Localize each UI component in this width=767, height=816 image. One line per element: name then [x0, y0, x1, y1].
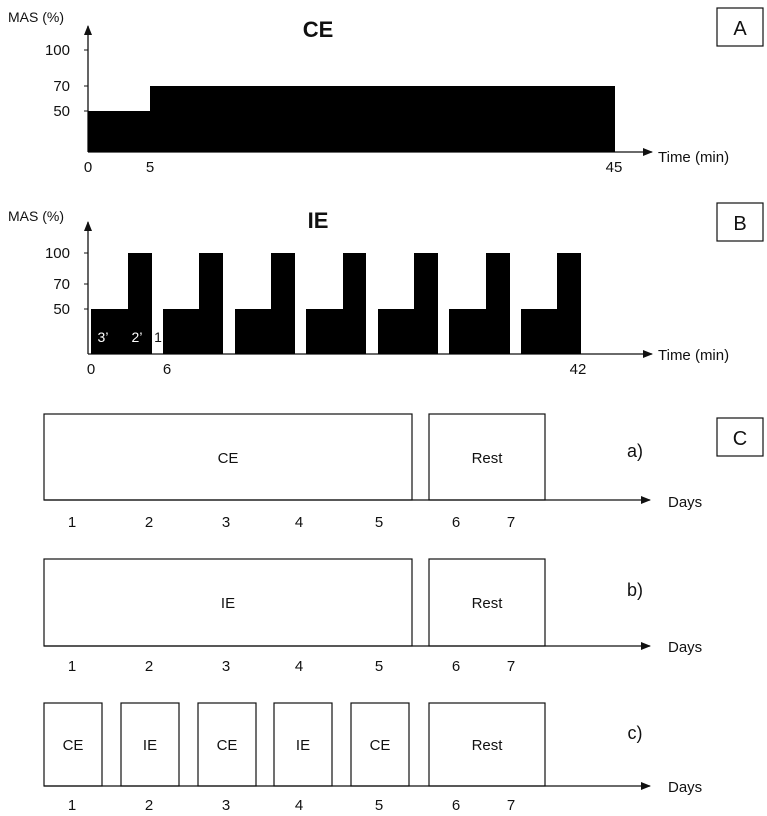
day-label: 5 — [375, 514, 383, 531]
schedule-a: CE Rest Days a) 1 2 3 4 5 6 7 — [43, 413, 702, 531]
day-label: 7 — [507, 514, 515, 531]
panel-b-y-tick-label: 100 — [45, 245, 70, 262]
panel-a-x-tick-label: 0 — [84, 159, 92, 176]
schedule-label: b) — [627, 580, 643, 600]
schedule-box — [428, 413, 546, 501]
panel-b-x-tick-label: 0 — [87, 361, 95, 378]
panel-b-x-tick-label: 42 — [570, 361, 587, 378]
schedule-box — [428, 702, 546, 787]
panel-b-y-axis-label: MAS (%) — [8, 208, 64, 224]
day-label: 3 — [222, 797, 230, 814]
schedule-axis-label: Days — [668, 639, 702, 656]
panel-a-x-tick-label: 5 — [146, 159, 154, 176]
panel-a-tag: A — [733, 18, 747, 40]
panel-a-y-tick-label: 100 — [45, 42, 70, 59]
panel-b-y-tick-label: 70 — [53, 276, 70, 293]
day-label: 7 — [507, 797, 515, 814]
schedule-box — [120, 702, 180, 787]
panel-b-tag-box — [716, 202, 764, 242]
schedule-box-label: Rest — [472, 737, 504, 754]
schedule-c: CE IE CE IE CE Rest Days c) 1 2 3 4 5 6 … — [43, 702, 702, 814]
schedule-box — [428, 558, 546, 647]
panel-b-ie-block — [521, 253, 581, 354]
panel-a-y-axis-label: MAS (%) — [8, 9, 64, 25]
day-label: 6 — [452, 658, 460, 675]
panel-b-ie-block — [91, 253, 152, 354]
panel-a-y-tick-label: 70 — [53, 78, 70, 95]
schedule-box-label: CE — [218, 450, 239, 467]
day-label: 1 — [68, 658, 76, 675]
schedule-box — [43, 702, 103, 787]
panel-b-ie-block — [235, 253, 295, 354]
schedule-box-label: CE — [217, 737, 238, 754]
panel-c: C CE Rest Days a) 1 2 3 4 5 6 7 IE Rest … — [43, 413, 764, 814]
panel-b-phase-label: 2’ — [132, 329, 143, 345]
day-label: 2 — [145, 658, 153, 675]
day-label: 3 — [222, 658, 230, 675]
panel-b-ie-block — [306, 253, 366, 354]
schedule-box — [43, 413, 413, 501]
day-label: 4 — [295, 514, 303, 531]
panel-b-title: IE — [308, 208, 329, 233]
panel-b-phase-label: 1 — [154, 329, 162, 345]
day-label: 4 — [295, 658, 303, 675]
day-label: 6 — [452, 797, 460, 814]
panel-b-y-tick-label: 50 — [53, 301, 70, 318]
panel-c-tag: C — [733, 428, 747, 450]
panel-b-phase-label: 3’ — [98, 329, 109, 345]
panel-b-ie-block — [163, 253, 223, 354]
schedule-b: IE Rest Days b) 1 2 3 4 5 6 7 — [43, 558, 702, 675]
panel-b: B IE MAS (%) 100 70 50 3’ 2’ 1 0 6 42 Ti… — [8, 202, 764, 378]
panel-b-ie-block — [378, 253, 438, 354]
schedule-box-label: CE — [370, 737, 391, 754]
schedule-box-label: Rest — [472, 595, 504, 612]
schedule-box-label: IE — [143, 737, 157, 754]
day-label: 4 — [295, 797, 303, 814]
panel-a-title: CE — [303, 17, 334, 42]
schedule-axis-label: Days — [668, 494, 702, 511]
day-label: 1 — [68, 514, 76, 531]
schedule-box — [273, 702, 333, 787]
day-label: 1 — [68, 797, 76, 814]
panel-a-x-tick-label: 45 — [606, 159, 623, 176]
panel-a-tag-box — [716, 7, 764, 47]
panel-c-tag-box — [716, 417, 764, 457]
schedule-label: a) — [627, 441, 643, 461]
schedule-box-label: IE — [221, 595, 235, 612]
schedule-box-label: CE — [63, 737, 84, 754]
day-label: 2 — [145, 797, 153, 814]
panel-a-ce-profile — [88, 86, 615, 152]
panel-b-tag: B — [733, 213, 746, 235]
schedule-box-label: IE — [296, 737, 310, 754]
schedule-label: c) — [628, 723, 643, 743]
schedule-box-label: Rest — [472, 450, 504, 467]
day-label: 6 — [452, 514, 460, 531]
day-label: 5 — [375, 797, 383, 814]
day-label: 3 — [222, 514, 230, 531]
schedule-axis-label: Days — [668, 779, 702, 796]
day-label: 7 — [507, 658, 515, 675]
panel-a-y-tick-label: 50 — [53, 103, 70, 120]
panel-a-x-axis-label: Time (min) — [658, 149, 729, 166]
panel-b-x-axis-label: Time (min) — [658, 347, 729, 364]
day-label: 5 — [375, 658, 383, 675]
panel-b-x-tick-label: 6 — [163, 361, 171, 378]
panel-a: A CE MAS (%) 100 70 50 0 5 45 Time (min) — [8, 7, 764, 176]
panel-b-ie-block — [449, 253, 510, 354]
day-label: 2 — [145, 514, 153, 531]
